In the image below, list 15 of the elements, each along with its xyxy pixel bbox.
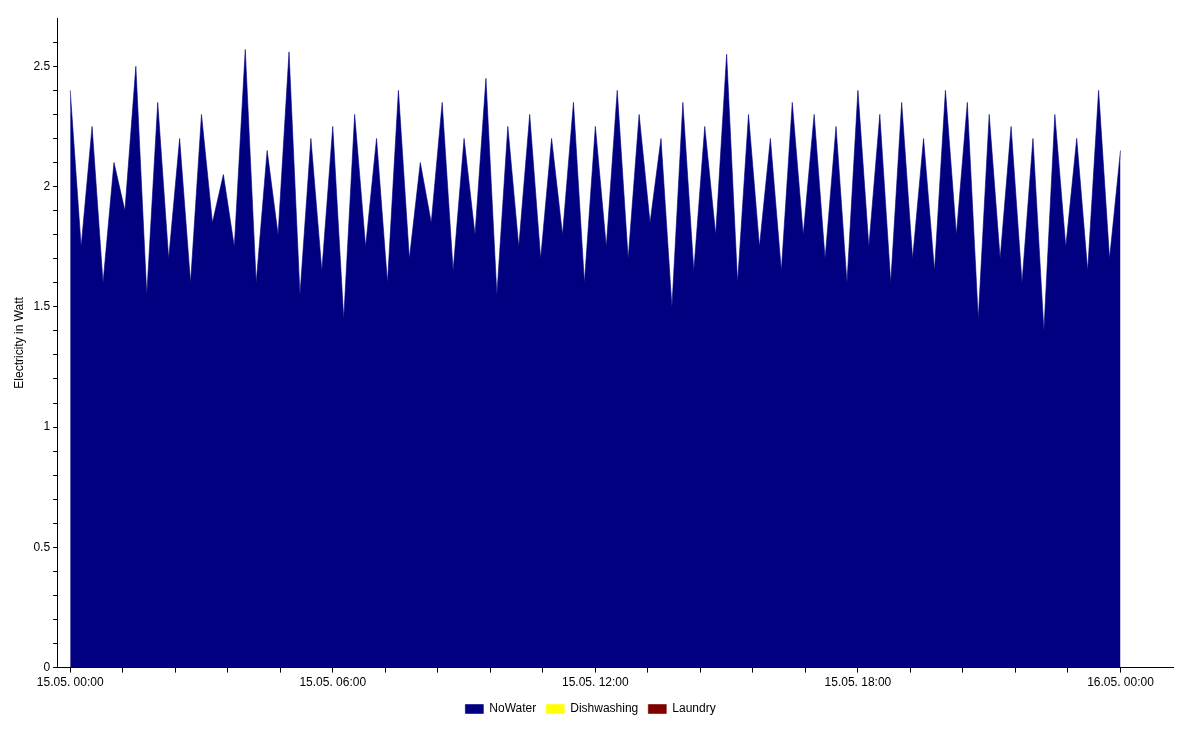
x-tick-label: 15.05. 12:00 <box>561 675 630 690</box>
legend-label: Dishwashing <box>570 701 639 716</box>
x-tick-label: 15.05. 06:00 <box>299 675 367 690</box>
y-tick-label: 2 <box>43 178 51 193</box>
x-tick-label: 15.05. 18:00 <box>824 675 892 690</box>
y-tick-label: 1.5 <box>33 299 51 314</box>
y-tick-label: 0.5 <box>33 539 51 554</box>
legend-label: Laundry <box>672 701 716 716</box>
y-tick-label: 1 <box>43 419 51 434</box>
legend-label: NoWater <box>489 701 537 716</box>
x-tick-label: 16.05. 00:00 <box>1087 675 1155 690</box>
y-axis-title: Electricity in Watt <box>11 296 26 389</box>
y-tick-label: 0 <box>43 659 51 674</box>
x-tick-label: 15.05. 00:00 <box>36 675 104 690</box>
y-tick-label: 2.5 <box>33 58 51 73</box>
